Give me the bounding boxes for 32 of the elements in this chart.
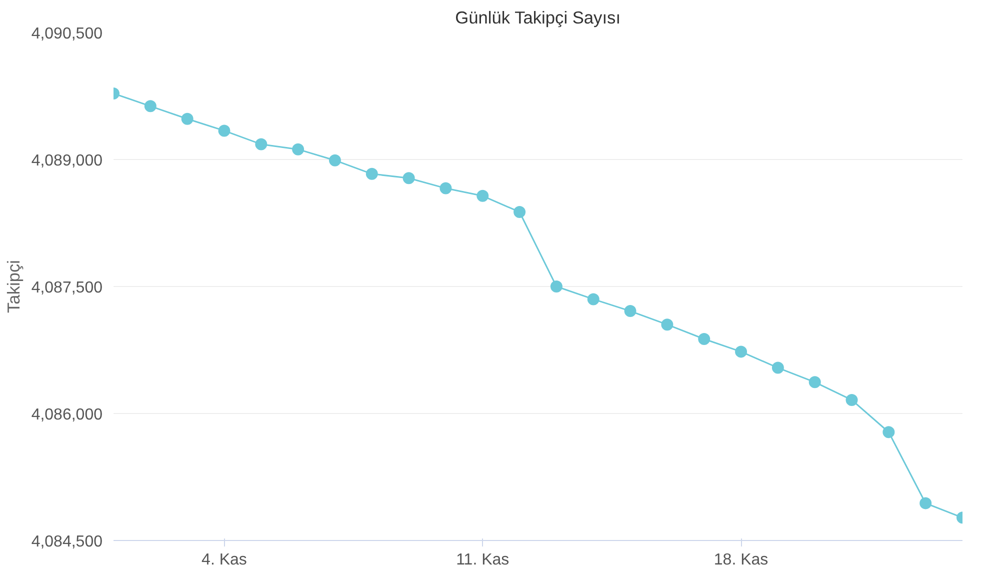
y-tick-label: 4,090,500 <box>31 26 103 42</box>
point <box>698 333 710 345</box>
point <box>218 124 230 137</box>
point <box>735 346 748 358</box>
point <box>402 172 415 184</box>
point <box>292 143 304 156</box>
point <box>846 394 858 406</box>
point <box>808 376 821 388</box>
y-tick-label: 4,086,000 <box>31 406 103 424</box>
x-tick-label: 18. Kas <box>714 552 768 568</box>
x-tick-label: 11. Kas <box>456 552 510 568</box>
point <box>772 362 784 374</box>
point <box>920 497 932 510</box>
point <box>587 293 600 306</box>
point <box>255 138 268 150</box>
point <box>550 280 562 292</box>
point <box>476 190 489 202</box>
point <box>624 305 636 318</box>
point <box>144 100 156 112</box>
y-tick-label: 4,087,500 <box>31 280 103 296</box>
chart-title: Günlük Takipçi Sayısı <box>455 8 621 28</box>
point <box>882 426 895 438</box>
point <box>440 182 452 194</box>
point <box>366 168 378 180</box>
y-tick-label: 4,084,500 <box>31 534 103 550</box>
y-tick-label: 4,089,000 <box>31 152 103 170</box>
point <box>181 112 194 125</box>
point <box>661 318 674 331</box>
y-axis-title: Takipçi <box>3 260 24 313</box>
point <box>514 206 526 218</box>
x-tick-label: 4. Kas <box>202 552 247 568</box>
point <box>328 154 341 166</box>
